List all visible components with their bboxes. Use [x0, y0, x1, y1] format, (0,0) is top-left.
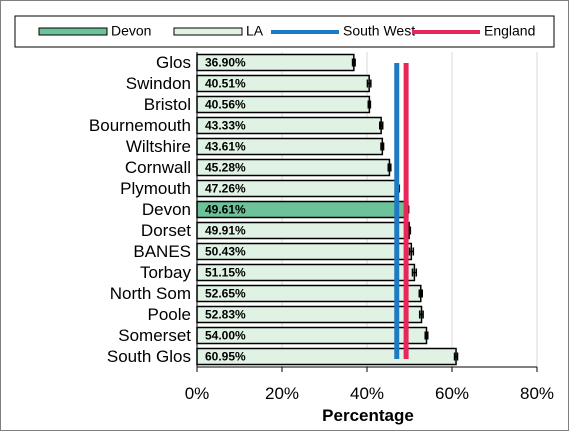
category-label-somerset: Somerset: [118, 326, 191, 345]
value-label-bournemouth: 43.33%: [205, 119, 246, 133]
x-tick-label-40pct: 40%: [350, 384, 384, 403]
error-bar-bristol: [367, 100, 372, 109]
plot-area: Glos 36.90% Swindon 40.51% Bristol 40.56% Bour…: [89, 52, 554, 403]
category-label-bristol: Bristol: [144, 95, 191, 114]
error-bar-bournemouth: [379, 121, 384, 130]
category-label-cornwall: Cornwall: [125, 158, 191, 177]
legend: Devon LA South West England: [14, 15, 555, 48]
error-bar-torbay: [411, 268, 418, 277]
x-tick-label-60pct: 60%: [435, 384, 469, 403]
error-bar-wiltshire: [380, 142, 385, 151]
value-label-bristol: 40.56%: [205, 98, 246, 112]
error-bar-somerset: [424, 331, 429, 340]
category-label-dorset: Dorset: [141, 221, 191, 240]
value-label-devon: 49.61%: [205, 203, 246, 217]
category-label-glos: Glos: [156, 53, 191, 72]
category-label-bournemouth: Bournemouth: [89, 116, 191, 135]
error-bar-swindon: [366, 79, 372, 88]
category-label-swindon: Swindon: [126, 74, 191, 93]
error-bar-north-som: [418, 289, 423, 298]
legend-item-devon: Devon: [38, 23, 151, 39]
value-label-cornwall: 45.28%: [205, 161, 246, 175]
x-axis-title: Percentage: [322, 406, 414, 425]
category-label-south-glos: South Glos: [107, 347, 191, 366]
error-bar-poole: [418, 310, 424, 319]
value-label-glos: 36.90%: [205, 56, 246, 70]
x-tick-label-20pct: 20%: [265, 384, 299, 403]
value-label-north-som: 52.65%: [205, 287, 246, 301]
value-label-somerset: 54.00%: [205, 329, 246, 343]
category-label-poole: Poole: [148, 305, 191, 324]
error-bar-cornwall: [387, 163, 392, 172]
value-label-dorset: 49.91%: [205, 224, 246, 238]
value-label-torbay: 51.15%: [205, 266, 246, 280]
legend-south-west-label: South West: [343, 23, 415, 39]
category-label-plymouth: Plymouth: [120, 179, 191, 198]
x-tick-label-0pct: 0%: [185, 384, 210, 403]
x-tick-label-80pct: 80%: [520, 384, 554, 403]
legend-item-england: England: [412, 23, 535, 39]
value-label-plymouth: 47.26%: [205, 182, 246, 196]
value-label-wiltshire: 43.61%: [205, 140, 246, 154]
error-bar-south-glos: [453, 352, 459, 361]
category-label-devon: Devon: [142, 200, 191, 219]
legend-item-la: LA: [173, 23, 264, 39]
value-label-south-glos: 60.95%: [205, 350, 246, 364]
error-bar-glos: [351, 58, 356, 67]
legend-england-label: England: [484, 23, 535, 39]
category-label-banes: BANES: [133, 242, 191, 261]
legend-la-swatch: [173, 27, 243, 36]
value-label-banes: 50.43%: [205, 245, 246, 259]
category-label-north-som: North Som: [110, 284, 191, 303]
category-label-torbay: Torbay: [140, 263, 192, 282]
error-bar-banes: [408, 247, 415, 256]
category-label-wiltshire: Wiltshire: [126, 137, 191, 156]
legend-devon-swatch: [38, 27, 108, 36]
value-label-swindon: 40.51%: [205, 77, 246, 91]
legend-item-south-west: South West: [271, 23, 415, 39]
legend-devon-label: Devon: [111, 23, 151, 39]
value-label-poole: 52.83%: [205, 308, 246, 322]
legend-la-label: LA: [246, 23, 264, 39]
